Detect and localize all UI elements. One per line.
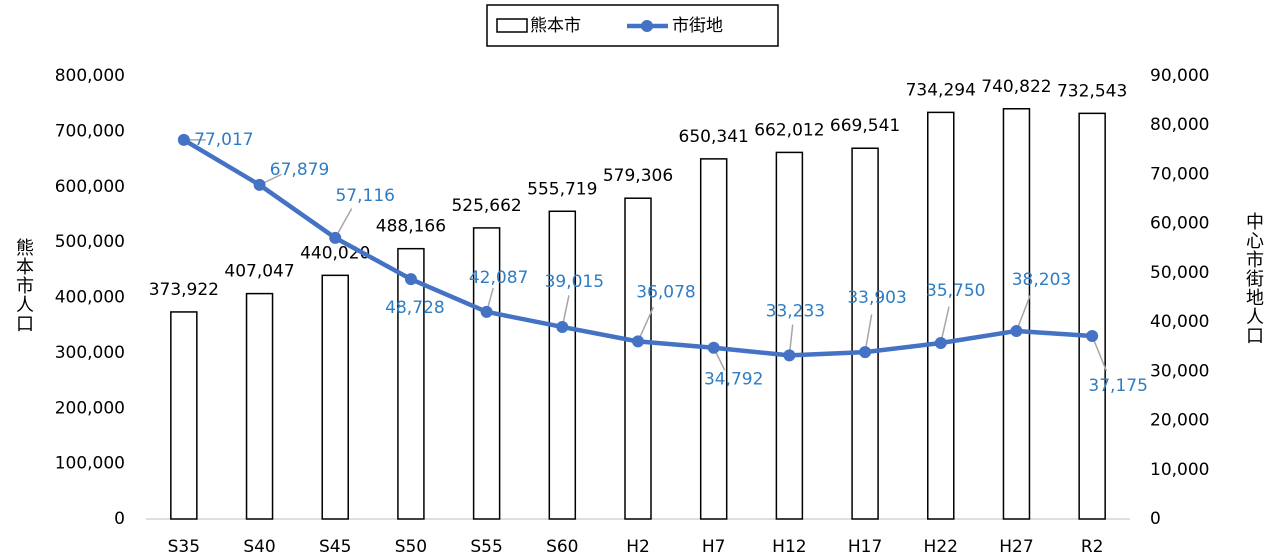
line-marker bbox=[404, 273, 417, 286]
leader-line bbox=[940, 306, 950, 344]
y2-tick-label: 70,000 bbox=[1150, 164, 1209, 184]
line-value-label: 67,879 bbox=[270, 160, 329, 180]
y2-tick-label: 30,000 bbox=[1150, 361, 1209, 381]
line-marker bbox=[556, 320, 569, 333]
line-value-label: 38,203 bbox=[1012, 270, 1071, 290]
x-tick-label: S60 bbox=[546, 537, 578, 557]
bar bbox=[245, 292, 274, 520]
x-tick-label: S55 bbox=[470, 537, 502, 557]
bar-value-label: 407,047 bbox=[224, 262, 294, 282]
line-marker bbox=[1086, 330, 1099, 343]
x-tick-label: H17 bbox=[848, 537, 882, 557]
legend-label: 市街地 bbox=[672, 16, 723, 36]
leader-line bbox=[1091, 335, 1108, 372]
bar bbox=[699, 158, 728, 520]
bar-value-label: 525,662 bbox=[451, 196, 521, 216]
bar bbox=[927, 111, 955, 520]
y-tick-label: 700,000 bbox=[55, 121, 125, 141]
x-tick-label: S35 bbox=[168, 537, 200, 557]
y2-tick-label: 90,000 bbox=[1150, 66, 1209, 86]
x-tick-label: H22 bbox=[924, 537, 958, 557]
y2-tick-label: 20,000 bbox=[1150, 411, 1209, 431]
y-tick-label: 0 bbox=[114, 509, 125, 529]
bar-value-label: 555,719 bbox=[527, 179, 597, 199]
y2-tick-label: 0 bbox=[1150, 509, 1161, 529]
x-tick-label: H27 bbox=[999, 537, 1033, 557]
line-marker bbox=[934, 337, 947, 350]
bar bbox=[472, 227, 501, 520]
line-marker bbox=[253, 178, 266, 191]
y-tick-label: 100,000 bbox=[55, 454, 125, 474]
y2-tick-label: 50,000 bbox=[1150, 263, 1209, 283]
x-tick-label: S45 bbox=[319, 537, 351, 557]
line-value-label: 37,175 bbox=[1088, 376, 1147, 396]
bar bbox=[170, 311, 198, 520]
line-value-label: 33,233 bbox=[766, 301, 825, 321]
line-marker bbox=[707, 341, 720, 354]
bar bbox=[1078, 112, 1106, 520]
bar-value-label: 650,341 bbox=[679, 127, 749, 147]
y-tick-label: 600,000 bbox=[55, 177, 125, 197]
line-marker bbox=[329, 231, 342, 244]
leader-line bbox=[1015, 294, 1031, 332]
x-tick-label: H2 bbox=[626, 537, 650, 557]
line-marker bbox=[632, 335, 644, 348]
bar-value-label: 732,543 bbox=[1057, 81, 1127, 101]
bar-value-label: 669,541 bbox=[830, 116, 900, 136]
bar-value-label: 373,922 bbox=[149, 280, 219, 300]
bar-value-label: 579,306 bbox=[603, 166, 673, 186]
bar-value-label: 734,294 bbox=[906, 80, 976, 100]
bar bbox=[624, 197, 652, 520]
line-value-label: 33,903 bbox=[847, 288, 906, 308]
line-value-label: 39,015 bbox=[545, 272, 604, 292]
y-axis-label: 熊本市人口 bbox=[13, 238, 34, 333]
y-tick-label: 200,000 bbox=[55, 398, 125, 418]
y2-axis-label: 中心市街地人口 bbox=[1243, 212, 1264, 345]
y2-tick-label: 40,000 bbox=[1150, 312, 1209, 332]
y-tick-label: 300,000 bbox=[55, 343, 125, 363]
x-tick-label: H12 bbox=[772, 537, 806, 557]
bar bbox=[397, 247, 425, 520]
y-tick-label: 400,000 bbox=[55, 288, 125, 308]
x-tick-label: H7 bbox=[702, 537, 726, 557]
line-marker bbox=[783, 349, 796, 362]
line-marker bbox=[480, 305, 493, 318]
legend-swatch bbox=[496, 18, 528, 33]
x-tick-label: R2 bbox=[1081, 537, 1104, 557]
leader-line bbox=[864, 314, 873, 353]
line-value-label: 77,017 bbox=[194, 130, 253, 150]
bar-value-label: 662,012 bbox=[754, 120, 824, 140]
line-value-label: 42,087 bbox=[469, 268, 528, 288]
x-tick-label: S50 bbox=[395, 537, 427, 557]
legend-swatch bbox=[641, 20, 653, 32]
bar-value-label: 488,166 bbox=[376, 217, 446, 237]
bar bbox=[1002, 108, 1031, 520]
y2-tick-label: 60,000 bbox=[1150, 214, 1209, 234]
y-tick-label: 500,000 bbox=[55, 232, 125, 252]
line-value-label: 48,728 bbox=[385, 298, 444, 318]
line-marker bbox=[1010, 324, 1023, 337]
line-marker bbox=[859, 346, 872, 359]
bar bbox=[775, 151, 804, 520]
bar-value-label: 740,822 bbox=[981, 77, 1051, 97]
leader-line bbox=[637, 306, 655, 342]
bar bbox=[851, 147, 879, 520]
line-value-label: 34,792 bbox=[704, 370, 763, 390]
line-value-label: 57,116 bbox=[335, 186, 394, 206]
legend-label: 熊本市 bbox=[530, 16, 581, 36]
line-value-label: 36,078 bbox=[636, 282, 695, 302]
x-tick-label: S40 bbox=[243, 537, 275, 557]
bar bbox=[548, 210, 577, 520]
y2-tick-label: 80,000 bbox=[1150, 115, 1209, 135]
line-value-label: 35,750 bbox=[926, 281, 985, 301]
y2-tick-label: 10,000 bbox=[1150, 460, 1209, 480]
bar bbox=[321, 274, 349, 520]
line-marker bbox=[177, 133, 190, 146]
y-tick-label: 800,000 bbox=[55, 66, 125, 86]
